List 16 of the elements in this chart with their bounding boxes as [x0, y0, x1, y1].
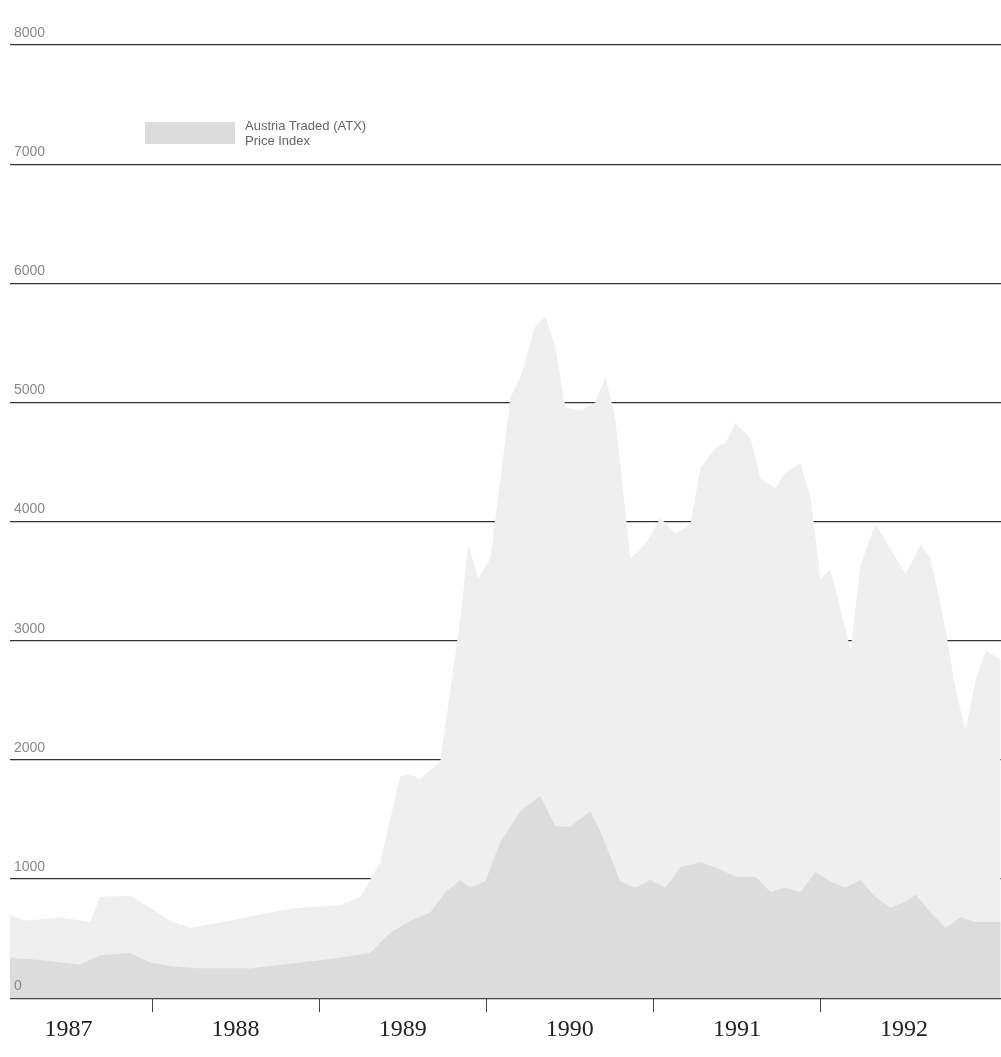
y-tick-label: 2000: [14, 738, 46, 755]
x-tick-label: 1989: [378, 1014, 427, 1041]
y-tick-label: 1000: [14, 857, 46, 874]
y-tick-label: 0: [14, 977, 22, 994]
x-tick-label: 1991: [712, 1014, 761, 1041]
y-tick-label: 7000: [14, 143, 46, 160]
text: Austria Traded (ATX) Price Index: [245, 118, 368, 148]
x-tick-label: 1992: [880, 1014, 929, 1041]
y-tick-label: 3000: [14, 619, 46, 636]
y-tick-label: 6000: [14, 262, 46, 279]
y-tick-label: 5000: [14, 381, 46, 398]
y-tick-label: 4000: [14, 500, 46, 517]
x-tick-label: 1990: [545, 1014, 594, 1041]
x-tick-label: 1987: [44, 1014, 93, 1041]
y-tick-label: 8000: [14, 23, 46, 40]
x-tick-label: 1988: [211, 1014, 260, 1041]
